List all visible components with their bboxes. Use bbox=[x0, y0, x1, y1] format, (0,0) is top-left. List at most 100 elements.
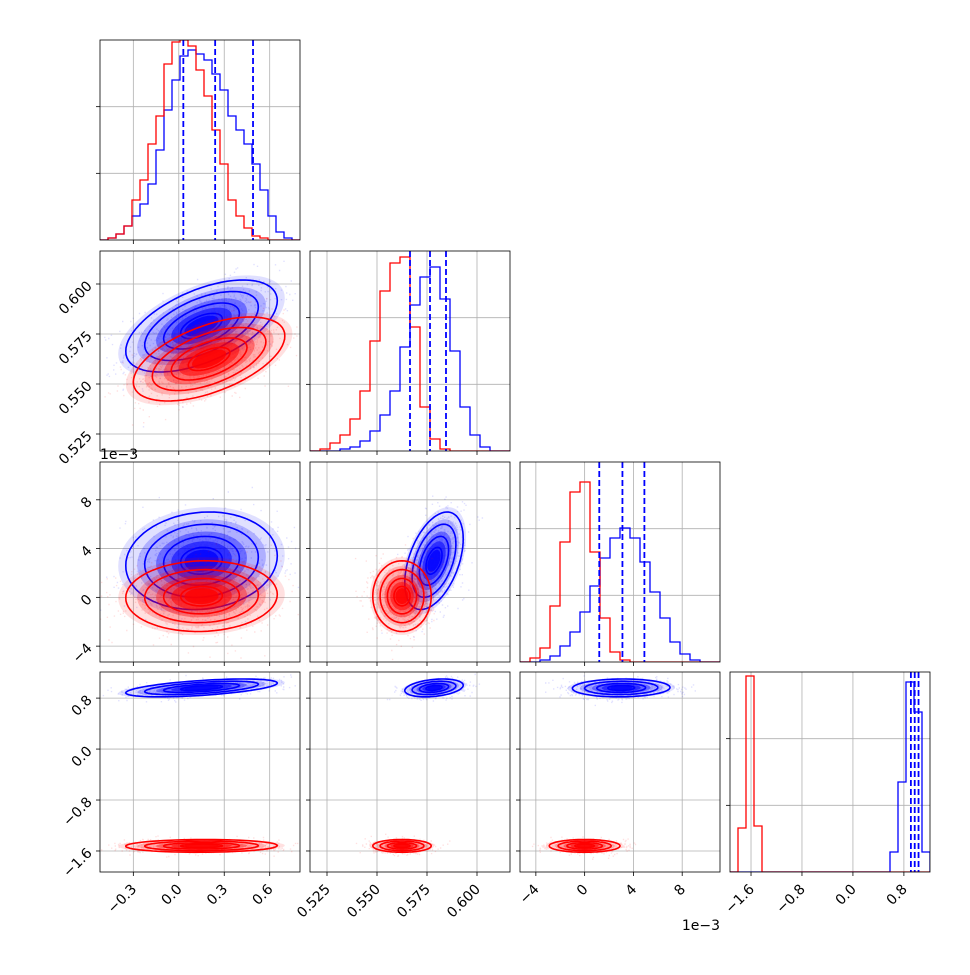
contour-line-series-0 bbox=[418, 535, 450, 587]
density-fill-series-1 bbox=[192, 349, 227, 369]
panel-plot-area-1-1 bbox=[310, 251, 510, 451]
histogram-series-0 bbox=[730, 681, 930, 872]
scatter-points-series-1 bbox=[104, 297, 298, 426]
y-tick-label: −1.6 bbox=[60, 845, 95, 880]
histogram-series-1 bbox=[310, 256, 510, 451]
panel-3-0: −1.6 −0.8 0.0 0.8 −0.3 0.0 0.3 0.6 bbox=[60, 671, 301, 917]
contour-line-series-1 bbox=[393, 843, 411, 849]
panel-plot-area-3-1 bbox=[310, 672, 510, 872]
x-tick-label: 8 bbox=[671, 882, 689, 900]
histogram-series-0 bbox=[520, 527, 720, 662]
density-fill-series-1 bbox=[184, 588, 219, 605]
x-tick-label: 0 bbox=[574, 882, 592, 900]
y-tick-label: 0.550 bbox=[56, 378, 96, 418]
panel-frame-3-0 bbox=[99, 671, 301, 873]
panel-plot-area-3-0 bbox=[100, 672, 300, 872]
density-fill-series-1 bbox=[395, 588, 409, 605]
panel-1-1 bbox=[306, 250, 511, 455]
contour-line-series-1 bbox=[557, 840, 613, 852]
contour-line-series-1 bbox=[162, 577, 241, 615]
panel-frame-2-0 bbox=[99, 461, 301, 663]
contour-line-series-1 bbox=[179, 585, 224, 607]
x-tick-label: −1.6 bbox=[722, 881, 757, 916]
density-fill-series-1 bbox=[395, 844, 409, 848]
y-tick-label: −4 bbox=[70, 640, 96, 666]
contour-line-series-0 bbox=[162, 682, 241, 694]
y-tick-label: 0.575 bbox=[56, 328, 96, 368]
panel-plot-area-3-2 bbox=[520, 672, 720, 872]
y-offset-label: 1e−3 bbox=[100, 447, 138, 463]
panel-1-0: 0.525 0.550 0.575 0.600 bbox=[56, 250, 301, 468]
panel-plot-area-2-2 bbox=[520, 462, 720, 662]
contour-line-series-0 bbox=[179, 684, 224, 692]
x-tick-label: −0.3 bbox=[105, 882, 140, 917]
panel-frame-0-0 bbox=[99, 39, 301, 241]
contour-line-series-0 bbox=[606, 684, 636, 692]
x-tick-label: 0.550 bbox=[344, 882, 384, 922]
contour-line-series-1 bbox=[124, 560, 279, 633]
y-tick-label: 0 bbox=[78, 592, 96, 610]
density-fill-series-1 bbox=[576, 844, 593, 848]
panel-2-2 bbox=[516, 461, 721, 666]
density-fill-series-0 bbox=[610, 685, 633, 690]
contour-line-series-1 bbox=[132, 316, 286, 402]
panel-plot-area-0-0 bbox=[100, 40, 300, 240]
density-fill-series-1 bbox=[184, 844, 219, 848]
panel-2-1 bbox=[306, 461, 511, 666]
contour-line-series-0 bbox=[411, 680, 457, 696]
contour-line-series-1 bbox=[179, 843, 224, 849]
contour-line-series-1 bbox=[143, 840, 260, 852]
x-tick-label: −0.8 bbox=[773, 882, 808, 917]
y-tick-label: −0.8 bbox=[60, 794, 95, 829]
x-tick-label: −4 bbox=[517, 881, 543, 907]
contour-line-series-1 bbox=[143, 568, 260, 624]
panel-0-0 bbox=[96, 39, 301, 244]
x-tick-label: 0.0 bbox=[159, 882, 186, 909]
density-fill-series-0 bbox=[427, 549, 441, 572]
panel-plot-area-2-0 bbox=[100, 462, 300, 662]
contour-line-series-0 bbox=[425, 684, 443, 692]
scatter-points-series-0 bbox=[104, 260, 296, 428]
x-tick-label: 0.525 bbox=[294, 882, 334, 922]
contour-line-series-1 bbox=[124, 838, 279, 854]
panel-plot-area-2-1 bbox=[310, 462, 510, 662]
panel-frame-2-1 bbox=[309, 461, 511, 663]
x-offset-label: 1e−3 bbox=[682, 918, 720, 934]
contour-line-series-0 bbox=[425, 546, 443, 575]
x-tick-label: 0.575 bbox=[394, 882, 434, 922]
contour-line-series-1 bbox=[170, 337, 248, 381]
y-tick-label: 8 bbox=[78, 494, 96, 512]
contour-line-series-0 bbox=[571, 678, 671, 698]
contour-line-series-1 bbox=[548, 838, 621, 854]
histogram-series-1 bbox=[520, 481, 720, 662]
contour-line-series-0 bbox=[124, 678, 279, 698]
histogram-series-1 bbox=[730, 675, 930, 872]
contour-line-series-0 bbox=[162, 302, 241, 350]
y-tick-label: 0.525 bbox=[56, 428, 96, 468]
histogram-series-1 bbox=[100, 40, 300, 240]
contour-line-series-0 bbox=[124, 279, 279, 373]
panel-3-1: 0.525 0.550 0.575 0.600 bbox=[294, 671, 511, 922]
x-tick-label: 4 bbox=[623, 881, 641, 899]
contour-line-series-1 bbox=[379, 568, 425, 624]
contour-line-series-0 bbox=[583, 680, 659, 696]
contour-line-series-0 bbox=[124, 511, 279, 611]
histogram-series-0 bbox=[100, 49, 300, 240]
contour-line-series-0 bbox=[411, 523, 457, 599]
panel-2-0: −4 0 4 8 1e−3 bbox=[70, 447, 301, 666]
contour-line-series-0 bbox=[143, 680, 260, 696]
contour-line-series-1 bbox=[379, 840, 425, 852]
panel-frame-3-2 bbox=[519, 671, 721, 873]
panel-3-2: −4 0 4 8 1e−3 bbox=[516, 671, 721, 934]
y-tick-label: 4 bbox=[78, 543, 96, 561]
contour-line-series-1 bbox=[187, 346, 231, 372]
x-tick-label: 0.3 bbox=[204, 882, 231, 909]
contour-line-series-1 bbox=[371, 559, 433, 633]
contour-line-series-1 bbox=[574, 843, 596, 849]
contour-line-series-0 bbox=[143, 290, 260, 362]
panel-frame-2-2 bbox=[519, 461, 721, 663]
contour-line-series-1 bbox=[371, 838, 433, 854]
x-tick-label: 0.8 bbox=[884, 882, 911, 909]
contour-line-series-1 bbox=[566, 841, 604, 850]
